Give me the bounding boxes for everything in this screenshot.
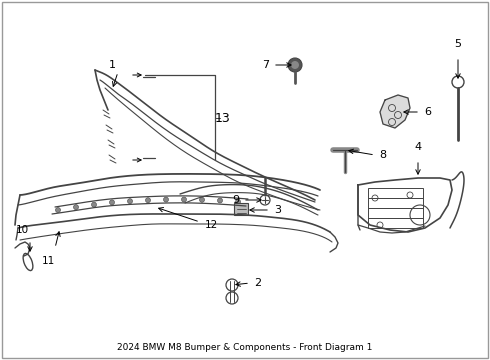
Text: 4: 4 — [415, 142, 421, 152]
Bar — [368, 218, 423, 228]
Text: 5: 5 — [455, 39, 462, 49]
Bar — [368, 198, 423, 208]
Circle shape — [127, 199, 132, 204]
Text: 2024 BMW M8 Bumper & Components - Front Diagram 1: 2024 BMW M8 Bumper & Components - Front … — [117, 343, 373, 352]
Circle shape — [236, 199, 241, 204]
Circle shape — [288, 58, 302, 72]
Circle shape — [199, 197, 204, 202]
Text: 11: 11 — [41, 256, 54, 266]
Circle shape — [218, 198, 222, 203]
Bar — [234, 203, 248, 215]
Text: 3: 3 — [274, 205, 281, 215]
Circle shape — [146, 198, 150, 203]
Circle shape — [291, 61, 299, 69]
Text: 2: 2 — [254, 278, 261, 288]
Text: 13: 13 — [215, 112, 231, 125]
Text: 1: 1 — [108, 60, 116, 70]
Text: 12: 12 — [205, 220, 218, 230]
Circle shape — [74, 204, 78, 210]
Text: 6: 6 — [424, 107, 431, 117]
Circle shape — [55, 207, 60, 212]
Circle shape — [109, 200, 115, 205]
Text: 10: 10 — [16, 225, 28, 235]
Text: 9: 9 — [232, 195, 239, 205]
Circle shape — [92, 202, 97, 207]
Bar — [368, 188, 423, 198]
Text: 8: 8 — [379, 150, 386, 160]
Circle shape — [164, 197, 169, 202]
Circle shape — [181, 197, 187, 202]
Polygon shape — [380, 95, 410, 128]
Text: 7: 7 — [262, 60, 269, 70]
Bar — [368, 208, 423, 218]
